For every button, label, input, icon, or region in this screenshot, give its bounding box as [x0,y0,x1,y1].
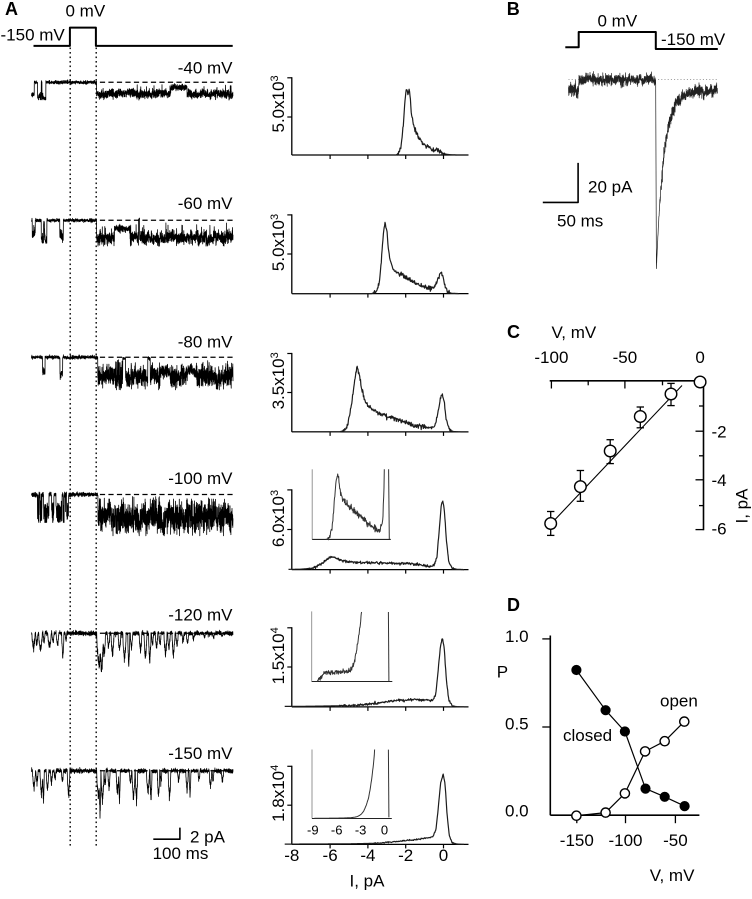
svg-text:I, pA: I, pA [350,872,386,891]
svg-text:-50: -50 [613,348,638,367]
svg-text:I, pA: I, pA [732,488,751,524]
svg-text:-2: -2 [712,423,727,442]
svg-text:-100 mV: -100 mV [168,469,233,488]
svg-text:0: 0 [439,846,448,865]
svg-text:3.5x103: 3.5x103 [269,352,288,409]
svg-text:5.0x103: 5.0x103 [269,214,288,271]
svg-text:-150: -150 [560,831,594,850]
svg-text:-60 mV: -60 mV [178,194,233,213]
svg-text:-6: -6 [323,846,338,865]
svg-text:-4: -4 [360,846,375,865]
svg-text:0.0: 0.0 [505,802,529,821]
svg-text:closed: closed [563,726,612,745]
svg-text:V, mV: V, mV [650,866,695,885]
svg-text:-4: -4 [712,471,727,490]
svg-text:A: A [5,0,18,19]
svg-text:-50: -50 [663,831,688,850]
svg-text:-6: -6 [712,520,727,539]
svg-text:-9: -9 [307,823,319,838]
svg-text:-150 mV: -150 mV [1,26,66,45]
svg-text:-6: -6 [331,823,343,838]
svg-text:1.0: 1.0 [505,627,529,646]
svg-text:-100: -100 [534,348,568,367]
svg-text:C: C [507,322,520,342]
svg-text:-8: -8 [284,846,299,865]
svg-text:6.0x103: 6.0x103 [269,490,288,547]
svg-text:0.5: 0.5 [505,715,529,734]
svg-text:2 pA: 2 pA [190,827,226,846]
svg-text:5.0x103: 5.0x103 [269,75,288,132]
svg-text:B: B [507,0,520,19]
svg-text:-150 mV: -150 mV [168,744,233,763]
svg-text:1.8x104: 1.8x104 [269,765,288,822]
svg-text:0: 0 [381,823,388,838]
svg-text:0 mV: 0 mV [66,2,106,21]
svg-text:50 ms: 50 ms [557,211,603,230]
svg-text:0 mV: 0 mV [598,11,638,30]
svg-text:-40 mV: -40 mV [178,59,233,78]
svg-text:-2: -2 [398,846,413,865]
svg-text:D: D [507,595,520,615]
svg-text:open: open [660,692,698,711]
svg-text:100 ms: 100 ms [153,844,209,863]
svg-text:1.5x104: 1.5x104 [269,627,288,684]
svg-text:-3: -3 [355,823,367,838]
svg-text:P: P [497,663,508,682]
svg-text:-120 mV: -120 mV [168,606,233,625]
svg-text:-80 mV: -80 mV [178,333,233,352]
svg-text:-100: -100 [608,831,642,850]
svg-text:20 pA: 20 pA [588,178,633,197]
svg-text:0: 0 [695,348,704,367]
svg-text:-150 mV: -150 mV [661,30,726,49]
svg-text:V, mV: V, mV [552,323,597,342]
